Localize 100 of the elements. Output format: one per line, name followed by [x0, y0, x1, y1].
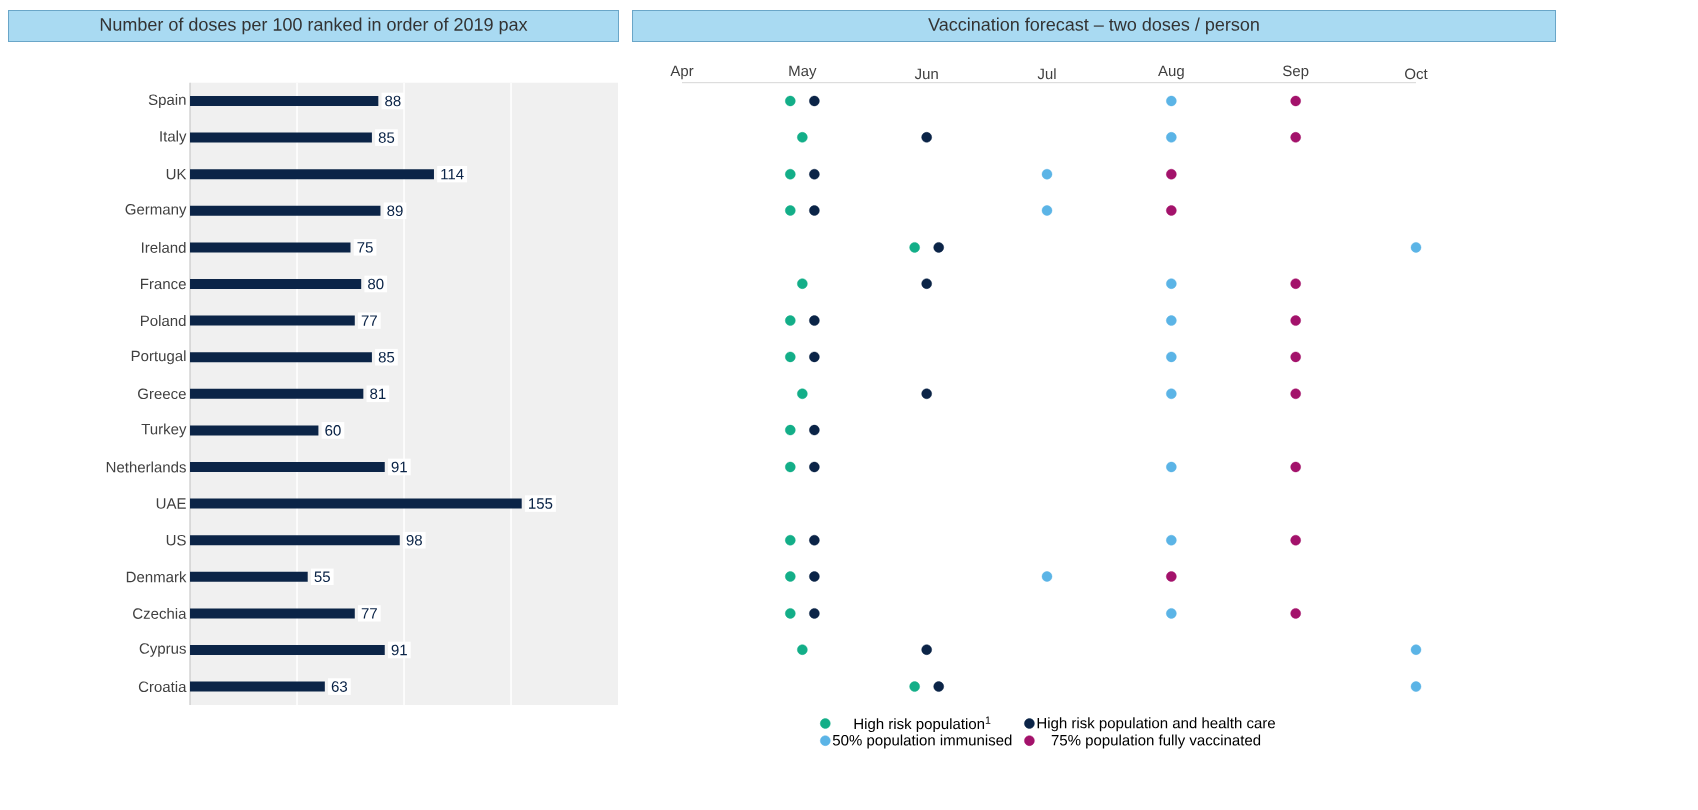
bar	[190, 242, 351, 253]
chart-title: Number of doses per 100 ranked in order of 2019 pax	[100, 17, 528, 35]
point	[1041, 571, 1053, 582]
point	[809, 205, 820, 216]
point	[785, 571, 796, 582]
data-label: 155	[529, 498, 553, 509]
legend-label: 50% population immunised	[832, 734, 1012, 749]
point	[933, 681, 944, 692]
y-tick-label: Ireland	[141, 241, 186, 253]
y-tick-label: Turkey	[141, 423, 187, 438]
y-tick-label: UK	[166, 168, 187, 180]
bar	[190, 132, 372, 143]
y-tick-label: Spain	[148, 94, 186, 108]
point	[785, 351, 796, 363]
data-label: 98	[406, 534, 422, 546]
point	[1041, 168, 1053, 180]
point	[1290, 132, 1301, 143]
data-label: 77	[361, 608, 377, 619]
y-tick-label: Greece	[138, 388, 186, 400]
point	[797, 644, 808, 655]
bar	[190, 535, 400, 546]
point	[785, 95, 796, 107]
point	[1166, 278, 1177, 289]
point	[1041, 205, 1053, 216]
point	[1166, 461, 1177, 473]
x-tick-label: Oct	[1405, 68, 1428, 80]
point	[809, 315, 820, 326]
x-tick-label: Jun	[914, 68, 938, 80]
point	[809, 461, 820, 473]
point	[1290, 534, 1301, 546]
point	[921, 388, 932, 399]
data-label: 63	[331, 681, 348, 692]
point	[1166, 168, 1177, 180]
y-tick-label: Germany	[125, 204, 187, 218]
x-tick-label: May	[789, 65, 817, 80]
point	[1166, 608, 1177, 619]
point	[809, 424, 820, 436]
point	[797, 132, 808, 143]
bar	[190, 608, 355, 619]
point	[809, 168, 820, 180]
bar	[190, 205, 381, 216]
point	[1166, 205, 1177, 216]
chart-title: Vaccination forecast – two doses / person	[928, 17, 1259, 35]
y-tick-label: Denmark	[126, 571, 187, 583]
data-label: 85	[378, 132, 395, 143]
data-label: 60	[325, 425, 341, 436]
y-tick-label: Netherlands	[106, 461, 186, 473]
y-tick-label: Italy	[160, 130, 187, 145]
y-tick-label: Portugal	[131, 350, 186, 365]
point	[809, 351, 820, 363]
legend-label: High risk population$^{1}$	[854, 716, 991, 733]
bar	[190, 571, 308, 582]
bar	[190, 169, 434, 180]
point	[809, 608, 820, 619]
point	[1290, 278, 1301, 289]
point	[921, 132, 932, 143]
point	[933, 242, 944, 253]
data-label: 75	[357, 242, 373, 253]
bar	[190, 352, 372, 363]
x-tick-label: Apr	[670, 65, 694, 80]
y-tick-label: Czechia	[133, 607, 187, 619]
point	[1290, 315, 1301, 326]
point	[1166, 351, 1177, 363]
point	[809, 571, 820, 582]
point	[785, 608, 796, 619]
data-label: 88	[385, 95, 401, 107]
y-tick-label: US	[166, 534, 186, 546]
point	[1166, 534, 1177, 546]
legend-label: High risk population and health care	[1037, 717, 1275, 732]
point	[797, 278, 808, 289]
data-label: 114	[441, 169, 464, 180]
point	[1166, 571, 1177, 582]
point	[921, 644, 932, 655]
y-tick-label: Croatia	[138, 681, 187, 693]
data-label: 91	[391, 644, 407, 656]
point	[797, 388, 808, 399]
x-tick-label: Aug	[1158, 65, 1184, 80]
data-label: 81	[370, 388, 386, 400]
data-label: 89	[387, 205, 403, 217]
bar	[190, 681, 325, 692]
x-tick-label: Jul	[1037, 68, 1056, 80]
bar	[190, 461, 385, 472]
point	[785, 534, 796, 546]
point	[785, 461, 796, 473]
y-tick-label: Poland	[140, 315, 186, 327]
point	[921, 278, 932, 289]
point	[809, 534, 820, 546]
point	[1290, 461, 1301, 473]
data-label: 77	[361, 315, 377, 326]
y-tick-label: Cyprus	[139, 643, 186, 657]
point	[1410, 681, 1422, 692]
point	[1166, 388, 1177, 399]
data-label: 55	[314, 571, 330, 583]
point	[785, 424, 796, 436]
data-label: 91	[391, 461, 407, 473]
y-tick-label: France	[141, 278, 186, 290]
point	[1166, 315, 1177, 326]
point	[1290, 95, 1301, 107]
point	[1410, 242, 1422, 253]
bar	[190, 644, 385, 655]
